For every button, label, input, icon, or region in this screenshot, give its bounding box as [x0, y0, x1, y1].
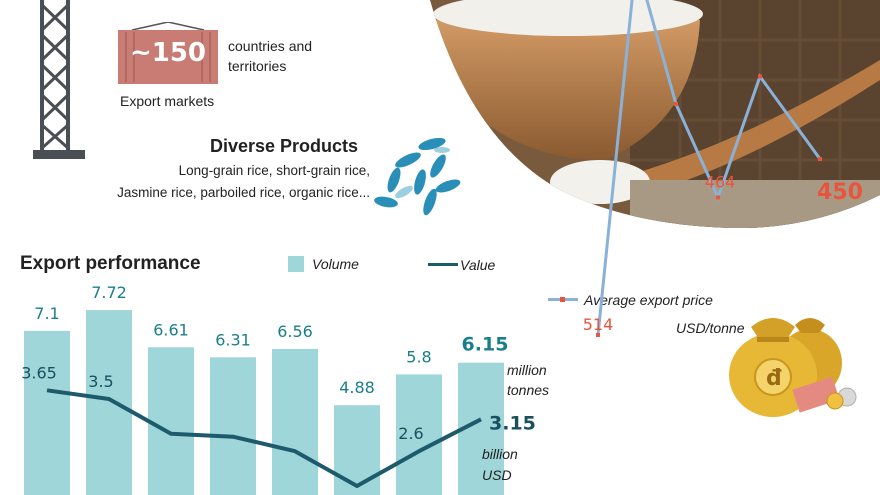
volume-bar: [148, 347, 194, 495]
volume-label: 4.88: [339, 378, 375, 397]
price-point: [596, 333, 600, 337]
markets-count: ~150: [129, 38, 207, 68]
products-line-2: Jasmine rice, parboiled rice, organic ri…: [117, 185, 370, 200]
volume-unit-million: million: [507, 362, 547, 378]
price-label: 514: [583, 315, 614, 334]
volume-label: 6.31: [215, 330, 251, 349]
value-label: 3.65: [21, 363, 57, 382]
volume-label: 7.72: [91, 283, 127, 302]
volume-unit-tonnes: tonnes: [507, 382, 550, 398]
volume-label: 7.1: [34, 304, 59, 323]
price-point: [758, 74, 762, 79]
legend-price-label: Average export price: [584, 292, 713, 308]
legend-volume-label: Volume: [312, 256, 359, 272]
section-title: Export performance: [20, 253, 201, 274]
price-label: 450: [817, 180, 863, 205]
price-point: [674, 102, 678, 106]
shipping-container-icon: [118, 22, 218, 84]
value-line: [46, 388, 482, 488]
volume-bar: [86, 310, 132, 495]
volume-bar: [396, 374, 442, 495]
volume-bar: [210, 357, 256, 495]
volume-label: 6.61: [153, 320, 189, 339]
svg-text:đ: đ: [766, 366, 782, 391]
price-point: [716, 195, 720, 200]
value-label: 3.5: [88, 372, 113, 391]
price-point: [818, 157, 822, 161]
price-unit: USD/tonne: [676, 320, 745, 336]
value-label: 3.15: [489, 412, 536, 434]
products-line-1: Long-grain rice, short-grain rice,: [178, 163, 370, 178]
markets-label: Export markets: [120, 93, 215, 109]
value-label: 2.6: [398, 424, 423, 443]
legend-value-swatch: [428, 263, 458, 266]
rice-bowl-photo: [430, 0, 880, 228]
markets-description: countries and territories: [228, 38, 313, 74]
volume-bar: [272, 348, 318, 495]
price-line: [596, 0, 822, 336]
volume-label: 6.15: [462, 334, 509, 356]
legend-price-dot: [560, 297, 565, 302]
rice-grains-icon: [374, 137, 461, 216]
volume-bar: [24, 330, 70, 495]
value-unit-billion: billion: [482, 446, 518, 462]
legend-volume-swatch: [288, 256, 304, 272]
volume-label: 5.8: [406, 347, 431, 366]
money-bag-icon: đ: [729, 318, 857, 417]
volume-bar: [334, 405, 380, 495]
price-label: 464: [705, 173, 736, 192]
value-unit-usd: USD: [482, 467, 512, 483]
products-description: Long-grain rice, short-grain rice, Jasmi…: [117, 160, 370, 204]
volume-label: 6.56: [277, 322, 313, 341]
legend-value-label: Value: [460, 257, 496, 273]
crane-icon: [33, 0, 85, 159]
products-title: Diverse Products: [210, 136, 359, 156]
